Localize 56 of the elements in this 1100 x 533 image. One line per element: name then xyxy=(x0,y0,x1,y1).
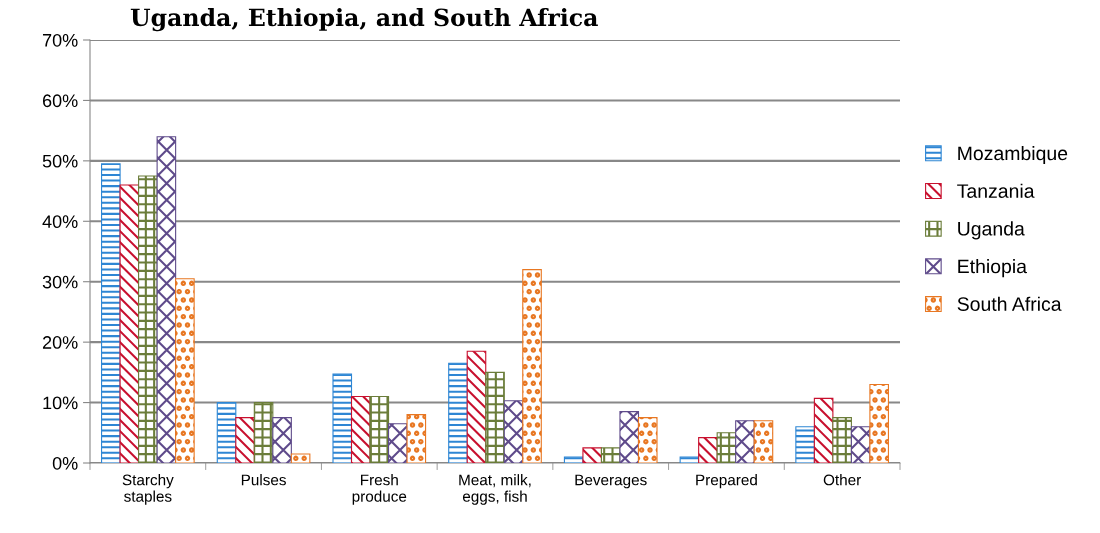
bar xyxy=(216,402,237,463)
bar xyxy=(156,136,177,463)
bar xyxy=(600,447,621,463)
bar xyxy=(253,402,274,463)
bar xyxy=(235,417,255,463)
bar xyxy=(795,426,815,463)
chart-title: Uganda, Ethiopia, and South Africa xyxy=(130,8,598,32)
bar xyxy=(716,432,737,463)
bar xyxy=(563,456,584,463)
bar xyxy=(485,371,505,463)
y-tick-label: 60% xyxy=(42,94,78,108)
bar xyxy=(637,417,658,463)
y-tick-label: 40% xyxy=(42,215,78,229)
bar xyxy=(619,411,640,463)
bar xyxy=(101,163,121,463)
y-tick-label: 70% xyxy=(42,33,78,47)
bar xyxy=(272,417,292,463)
legend-label: Tanzania xyxy=(957,183,1035,198)
bar xyxy=(698,437,718,463)
x-tick-label: Starchy staples xyxy=(122,474,174,505)
x-tick-label: Beverages xyxy=(575,474,647,489)
x-tick-label: Pulses xyxy=(241,474,286,486)
y-tick-label: 30% xyxy=(42,275,78,289)
bar xyxy=(522,269,542,463)
bar xyxy=(735,420,755,463)
bar xyxy=(503,400,524,463)
bar xyxy=(582,447,603,463)
bar xyxy=(850,426,871,463)
bar xyxy=(175,278,195,463)
legend-label: Ethiopia xyxy=(958,259,1027,278)
y-tick-label: 50% xyxy=(42,154,78,168)
y-tick-label: 10% xyxy=(43,396,78,410)
y-tick-label: 20% xyxy=(42,336,78,349)
legend-label: Mozambique xyxy=(958,145,1068,165)
bar xyxy=(138,175,158,463)
bar xyxy=(679,456,700,463)
x-tick-label: Meat, milk, eggs, fish xyxy=(459,474,531,505)
bar xyxy=(387,423,408,463)
bar xyxy=(406,414,427,463)
x-tick-label: Fresh produce xyxy=(352,474,407,505)
bar xyxy=(832,417,852,463)
x-tick-label: Prepared xyxy=(696,474,757,489)
bar xyxy=(753,420,774,463)
bar xyxy=(290,453,311,463)
bar xyxy=(119,184,140,463)
bar xyxy=(869,383,889,463)
legend-label: South Africa xyxy=(957,296,1062,311)
x-tick-label: Other xyxy=(823,474,861,486)
bar xyxy=(332,373,353,463)
legend-label: Uganda xyxy=(958,221,1025,240)
bar xyxy=(466,350,487,463)
bar xyxy=(369,395,390,463)
bar xyxy=(813,397,834,463)
bar xyxy=(448,362,468,463)
y-tick-label: 0% xyxy=(52,456,78,470)
bar xyxy=(350,395,371,463)
